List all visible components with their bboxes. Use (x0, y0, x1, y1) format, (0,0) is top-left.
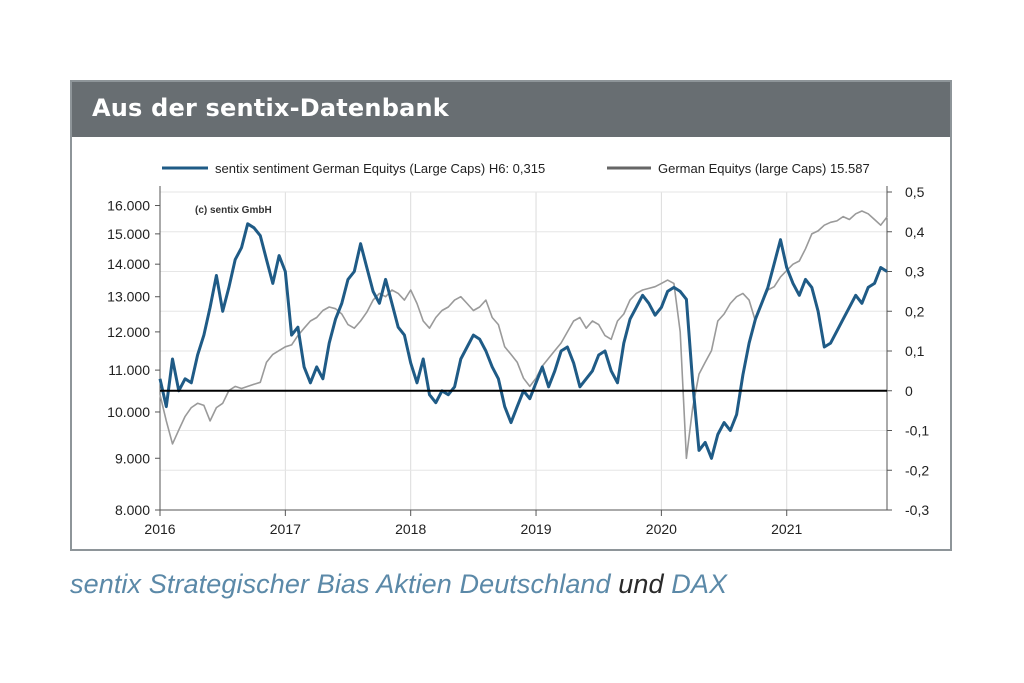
caption-part-3: DAX (671, 569, 728, 599)
x-axis-tick-label: 2017 (270, 521, 301, 537)
panel-title: Aus der sentix-Datenbank (92, 94, 449, 122)
x-axis-tick-label: 2019 (520, 521, 551, 537)
figure-caption: sentix Strategischer Bias Aktien Deutsch… (70, 569, 727, 600)
line-chart: 8.000 9.000 10.000 11.000 12.000 13.000 14.000… (107, 161, 929, 537)
caption-part-1: sentix Strategischer Bias Aktien Deutsch… (70, 569, 611, 599)
caption-part-2: und (618, 569, 664, 599)
left-axis-tick-label: 16.000 (107, 198, 150, 214)
x-axis-tick-label: 2018 (395, 521, 426, 537)
right-axis-tick-label: 0,1 (905, 343, 925, 359)
right-axis-tick-label: 0,3 (905, 264, 925, 280)
right-axis-tick-label: -0,2 (905, 462, 929, 478)
x-axis-tick-label: 2021 (771, 521, 802, 537)
right-axis-tick-label: 0,2 (905, 303, 925, 319)
panel-header: Aus der sentix-Datenbank (72, 82, 950, 137)
right-axis-tick-label: 0 (905, 383, 913, 399)
right-axis-tick-label: 0,5 (905, 184, 925, 200)
left-axis-tick-label: 12.000 (107, 324, 150, 340)
left-axis-tick-label: 13.000 (107, 289, 150, 305)
left-axis-tick-label: 9.000 (115, 450, 150, 466)
left-axis-tick-label: 14.000 (107, 256, 150, 272)
right-axis-tick-label: 0,4 (905, 224, 925, 240)
right-axis-tick-label: -0,3 (905, 502, 929, 518)
legend-label-sentiment: sentix sentiment German Equitys (Large C… (215, 161, 545, 176)
legend-label-dax: German Equitys (large Caps) 15.587 (658, 161, 870, 176)
left-axis-tick-label: 8.000 (115, 502, 150, 518)
left-axis-tick-label: 15.000 (107, 226, 150, 242)
left-axis-tick-label: 10.000 (107, 404, 150, 420)
x-axis-tick-label: 2020 (646, 521, 677, 537)
left-axis-tick-label: 11.000 (108, 362, 150, 378)
series-line-sentiment (158, 222, 888, 460)
x-axis-tick-label: 2016 (144, 521, 175, 537)
right-axis-tick-label: -0,1 (905, 423, 929, 439)
watermark-label: (c) sentix GmbH (195, 205, 272, 216)
chart-panel: Aus der sentix-Datenbank 8.000 9.000 10.00… (70, 80, 952, 551)
